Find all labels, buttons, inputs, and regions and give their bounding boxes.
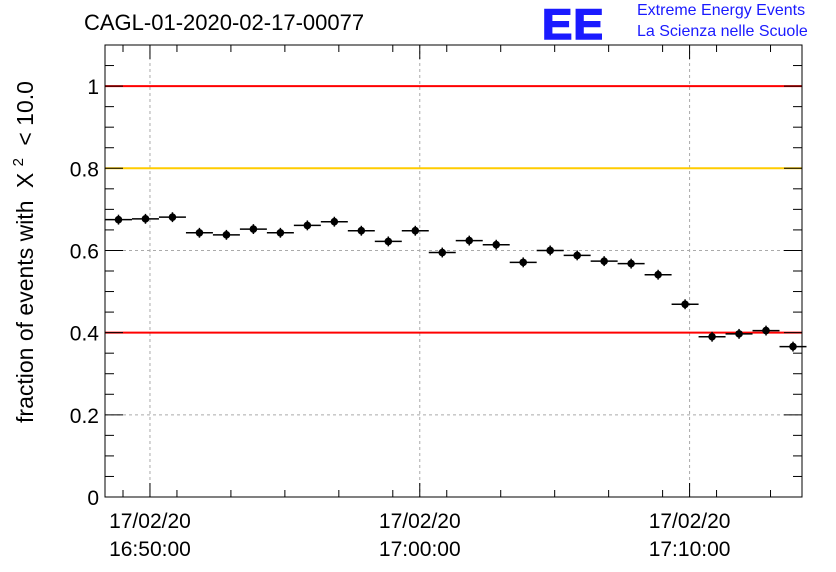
x-tick-date: 17/02/20 (109, 510, 191, 533)
point-marker (465, 236, 474, 245)
data-point (212, 229, 240, 240)
point-marker (384, 237, 393, 246)
data-point (239, 224, 267, 235)
data-point (752, 325, 780, 336)
reference-lines (105, 85, 802, 334)
point-marker (735, 330, 743, 338)
point-marker (411, 226, 420, 235)
y-axis-title: fraction of events with X 2 < 10.0 (2, 81, 38, 423)
point-marker (276, 228, 285, 237)
y-tick-label: 0.2 (70, 405, 99, 428)
data-point (347, 225, 375, 236)
point-marker (438, 248, 447, 257)
data-point (509, 257, 537, 268)
data-point (698, 331, 726, 342)
data-point (131, 213, 159, 224)
y-tick-label: 0.6 (70, 240, 99, 263)
plot-frame (104, 44, 803, 498)
x-tick-time: 17:00:00 (379, 538, 461, 561)
point-marker (708, 332, 716, 341)
y-axis-title-symbol: X (12, 173, 38, 188)
y-axis-title-threshold: < 10.0 (12, 81, 38, 146)
point-marker (195, 228, 204, 237)
point-marker (357, 226, 366, 235)
data-point (563, 250, 591, 261)
point-marker (546, 246, 554, 255)
data-point (455, 235, 483, 246)
point-marker (762, 326, 770, 335)
y-axis-title-text: fraction of events with (12, 201, 38, 423)
point-marker (681, 300, 689, 309)
point-marker (492, 240, 501, 249)
svg-text:fraction of events with: fraction of events with X 2 < 10.0 (2, 81, 38, 423)
data-point (644, 269, 672, 280)
logo-mark: EEE (542, 4, 602, 44)
logo-line-2: La Scienza nelle Scuole (637, 23, 808, 40)
y-tick-label: 0 (87, 487, 99, 510)
data-series (105, 212, 807, 352)
point-marker (303, 221, 312, 230)
point-marker (573, 251, 581, 260)
y-tick-label: 0.8 (70, 158, 99, 181)
y-tick-label: 0.4 (70, 323, 100, 346)
data-point (617, 258, 645, 269)
x-axis: 17/02/20 16:50:00 17/02/20 17:00:00 17/02/20… (109, 45, 772, 561)
chart-title: CAGL-01-2020-02-17-00077 (84, 10, 365, 35)
data-point (374, 236, 402, 247)
data-point (158, 212, 186, 223)
point-marker (114, 215, 123, 224)
data-point (428, 247, 456, 258)
y-axis-title-superscript: 2 (10, 158, 27, 166)
point-marker (168, 213, 177, 221)
point-marker (249, 225, 258, 233)
grid (105, 45, 802, 497)
point-marker (600, 257, 608, 265)
logo-line-1: Extreme Energy Events (637, 2, 806, 19)
data-point (671, 299, 699, 310)
x-tick-time: 17:10:00 (649, 538, 731, 561)
data-point (401, 225, 429, 236)
x-tick-date: 17/02/20 (649, 510, 731, 533)
data-point (185, 227, 213, 238)
data-point (320, 216, 348, 227)
data-point (725, 328, 753, 339)
y-axis: 0 0.2 0.4 0.6 0.8 1 (70, 65, 802, 510)
data-point (266, 227, 294, 238)
data-point (536, 245, 564, 256)
point-marker (222, 231, 231, 239)
point-marker (330, 217, 339, 226)
x-tick-date: 17/02/20 (379, 510, 461, 533)
data-point (105, 214, 132, 225)
point-marker (519, 258, 527, 267)
point-marker (789, 342, 797, 351)
x-tick-time: 16:50:00 (109, 538, 191, 561)
data-point (590, 256, 618, 267)
y-tick-label: 1 (87, 76, 99, 99)
point-marker (141, 215, 150, 223)
data-point (482, 239, 510, 250)
data-point (293, 220, 321, 231)
point-marker (627, 259, 635, 268)
eee-logo: EEE (542, 4, 602, 44)
point-marker (654, 270, 662, 279)
